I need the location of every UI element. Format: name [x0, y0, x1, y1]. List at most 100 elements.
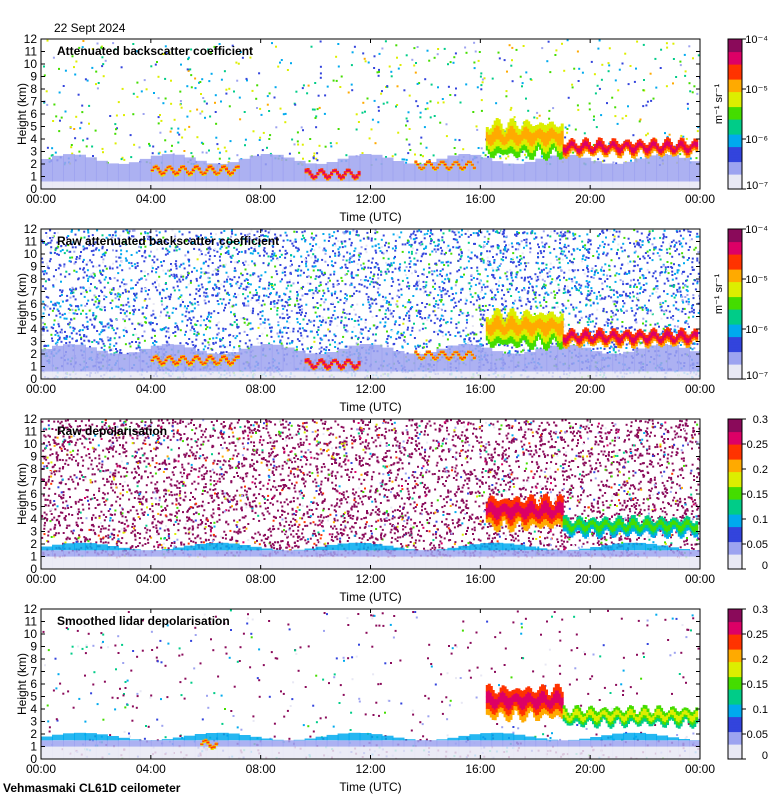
y-tick-label: 1	[30, 170, 37, 184]
x-tick-label: 16:00	[465, 762, 495, 776]
y-tick-label: 3	[30, 335, 37, 349]
y-tick-label: 1	[30, 550, 37, 564]
colorbar-tick-label: 0.05	[747, 539, 768, 551]
y-tick-label: 8	[30, 82, 37, 96]
colorbar: 0 0.05 0.1 0.15 0.2 0.25 0.3	[727, 414, 768, 572]
x-tick-label: 00:00	[685, 192, 715, 206]
y-tick-label: 10	[24, 57, 38, 71]
x-axis-label: Time (UTC)	[339, 590, 401, 604]
y-tick-label: 7	[30, 285, 37, 299]
y-tick-label: 3	[30, 145, 37, 159]
colorbar-label: m⁻¹ sr⁻¹	[713, 274, 725, 315]
x-tick-label: 16:00	[465, 192, 495, 206]
y-tick-label: 7	[30, 665, 37, 679]
y-tick-label: 6	[30, 487, 37, 501]
y-tick-label: 4	[30, 322, 37, 336]
x-tick-label: 12:00	[355, 762, 385, 776]
y-axis-label: Height (km)	[15, 83, 29, 145]
y-tick-label: 10	[24, 247, 38, 261]
y-tick-label: 8	[30, 652, 37, 666]
y-tick-label: 0	[30, 752, 37, 766]
colorbar-tick-label: 10⁻⁷	[746, 180, 768, 192]
colorbar-tick-label: 0	[762, 750, 768, 762]
y-axis-label: Height (km)	[15, 463, 29, 525]
colorbar-tick-label: 0.15	[747, 489, 768, 501]
x-tick-label: 16:00	[465, 572, 495, 586]
y-tick-label: 2	[30, 157, 37, 171]
y-axis-label: Height (km)	[15, 273, 29, 335]
x-tick-label: 08:00	[246, 192, 276, 206]
x-tick-label: 00:00	[26, 382, 56, 396]
x-tick-label: 12:00	[355, 572, 385, 586]
colorbar: 10⁻⁷ 10⁻⁶ 10⁻⁵ 10⁻⁴ m⁻¹ sr⁻¹	[713, 34, 768, 192]
colorbar-tick-label: 0.2	[753, 464, 768, 476]
colorbar-tick-label: 10⁻⁴	[745, 34, 768, 46]
y-tick-label: 10	[24, 437, 38, 451]
x-tick-label: 00:00	[26, 192, 56, 206]
colorbar-tick-label: 10⁻⁶	[745, 324, 768, 336]
x-tick-label: 20:00	[575, 762, 605, 776]
colorbar-tick-label: 0.15	[747, 679, 768, 691]
y-tick-label: 6	[30, 107, 37, 121]
y-tick-label: 8	[30, 272, 37, 286]
heatmap-field	[41, 609, 700, 759]
x-tick-label: 20:00	[575, 382, 605, 396]
y-tick-label: 9	[30, 640, 37, 654]
footer-label: Vehmasmaki CL61D ceilometer	[3, 781, 181, 795]
date-label: 22 Sept 2024	[54, 21, 126, 35]
colorbar-tick-label: 0.05	[747, 729, 768, 741]
y-tick-label: 1	[30, 740, 37, 754]
x-tick-label: 12:00	[355, 382, 385, 396]
colorbar-tick-label: 0.25	[747, 439, 768, 451]
y-tick-label: 2	[30, 727, 37, 741]
y-tick-label: 9	[30, 70, 37, 84]
x-tick-label: 00:00	[26, 762, 56, 776]
y-tick-label: 11	[25, 45, 38, 59]
y-axis-label: Height (km)	[15, 653, 29, 715]
y-tick-label: 4	[30, 702, 37, 716]
colorbar-tick-label: 0.25	[747, 629, 768, 641]
y-tick-label: 1	[30, 360, 37, 374]
y-tick-label: 9	[30, 260, 37, 274]
y-tick-label: 7	[30, 95, 37, 109]
colorbar-tick-label: 10⁻⁴	[745, 224, 768, 236]
y-tick-label: 10	[24, 627, 38, 641]
y-tick-label: 2	[30, 537, 37, 551]
y-tick-label: 6	[30, 677, 37, 691]
x-tick-label: 08:00	[246, 382, 276, 396]
y-tick-label: 5	[30, 310, 37, 324]
y-tick-label: 4	[30, 132, 37, 146]
y-tick-label: 12	[24, 412, 38, 426]
heatmap-field	[41, 229, 700, 379]
colorbar-tick-label: 0	[762, 560, 768, 572]
x-tick-label: 00:00	[685, 382, 715, 396]
y-tick-label: 3	[30, 715, 37, 729]
x-tick-label: 00:00	[26, 572, 56, 586]
colorbar: 10⁻⁷ 10⁻⁶ 10⁻⁵ 10⁻⁴ m⁻¹ sr⁻¹	[713, 224, 768, 382]
x-tick-label: 20:00	[575, 192, 605, 206]
y-tick-label: 5	[30, 500, 37, 514]
x-tick-label: 20:00	[575, 572, 605, 586]
y-tick-label: 0	[30, 372, 37, 386]
colorbar-tick-label: 0.3	[753, 604, 768, 616]
y-tick-label: 4	[30, 512, 37, 526]
y-tick-label: 11	[25, 615, 38, 629]
y-tick-label: 12	[24, 602, 38, 616]
y-tick-label: 2	[30, 347, 37, 361]
colorbar-label: m⁻¹ sr⁻¹	[713, 84, 725, 125]
y-tick-label: 5	[30, 120, 37, 134]
colorbar: 0 0.05 0.1 0.15 0.2 0.25 0.3	[727, 604, 768, 762]
colorbar-tick-label: 10⁻⁵	[745, 84, 768, 96]
y-tick-label: 11	[25, 425, 38, 439]
y-tick-label: 7	[30, 475, 37, 489]
colorbar-tick-label: 10⁻⁷	[746, 370, 768, 382]
panel-title: Smoothed lidar depolarisation	[57, 614, 230, 628]
panel-title: Raw depolarisation	[57, 424, 167, 438]
y-tick-label: 12	[24, 222, 38, 236]
y-tick-label: 0	[30, 562, 37, 576]
y-tick-label: 12	[24, 32, 38, 46]
x-axis-label: Time (UTC)	[339, 400, 401, 414]
